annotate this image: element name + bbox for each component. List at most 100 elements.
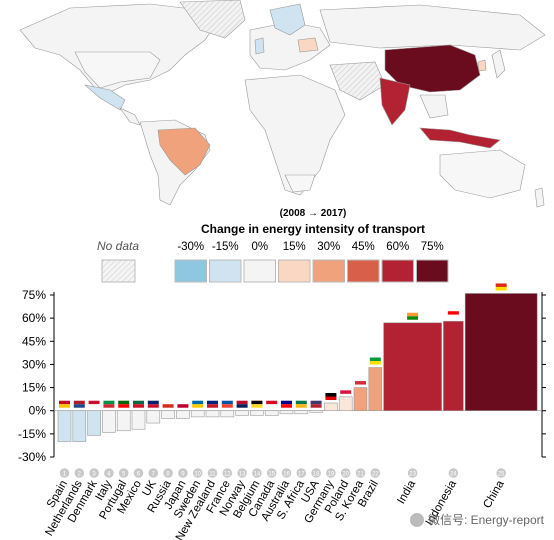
- country-flag: [88, 400, 100, 405]
- country-flag: [59, 400, 70, 405]
- rank-label: 4: [107, 472, 111, 478]
- rank-badge: [89, 468, 99, 478]
- country-flag: [407, 312, 419, 317]
- new-zealand: [534, 187, 545, 208]
- country-flag: [133, 400, 144, 405]
- rank-label: 8: [166, 472, 170, 478]
- country-flag: [325, 396, 337, 400]
- legend-swatch: [347, 259, 380, 283]
- country-flag: [192, 404, 204, 408]
- bar: [294, 410, 309, 415]
- bar: [250, 410, 264, 416]
- country-flag: [103, 404, 115, 408]
- rank-label: 17: [298, 472, 305, 478]
- country-flag: [133, 404, 144, 408]
- country-flag: [236, 404, 248, 408]
- rank-badge: [148, 468, 159, 478]
- wechat-icon: [409, 512, 424, 527]
- country-flag: [162, 404, 174, 408]
- country-flag: [340, 386, 352, 391]
- legend-swatch: [243, 259, 276, 283]
- country-flag: [177, 400, 189, 405]
- rank-label: 5: [122, 472, 126, 478]
- bar: [235, 410, 249, 416]
- rank-badge: [296, 468, 307, 478]
- country-flag: [266, 404, 278, 408]
- legend-bin-label: 0%: [251, 241, 268, 253]
- rank-badge: [266, 468, 277, 478]
- y-tick-label: 30%: [22, 357, 46, 371]
- rank-label: 21: [357, 472, 364, 478]
- country-flag: [236, 400, 248, 405]
- legend-swatch: [278, 259, 311, 283]
- south-africa: [284, 174, 316, 193]
- y-tick-label: -30%: [18, 450, 46, 464]
- legend-swatch: [174, 259, 207, 283]
- country-flag: [310, 400, 322, 405]
- indonesia: [419, 127, 501, 149]
- x-axis-labels: 1Spain2Netherlands3Denmark4Italy5Portuga…: [43, 468, 507, 540]
- rank-badge: [59, 468, 70, 478]
- scandinavia: [269, 3, 306, 36]
- rank-badge: [448, 468, 459, 478]
- legend-bin-label: 60%: [386, 241, 409, 253]
- rank-badge: [118, 468, 129, 478]
- rank-label: 14: [254, 472, 261, 478]
- country-flag: [355, 377, 366, 382]
- country-flag: [207, 404, 218, 408]
- rank-label: 23: [409, 472, 416, 478]
- rank-label: 24: [450, 472, 457, 478]
- country-flag: [162, 400, 174, 405]
- bar: [220, 410, 235, 418]
- bar: [383, 322, 442, 412]
- china: [384, 44, 481, 93]
- country-flag: [118, 404, 130, 408]
- y-tick-label: 15%: [22, 381, 46, 395]
- rank-label: 20: [342, 472, 349, 478]
- country-flag: [147, 400, 159, 405]
- no-data-label: No data: [97, 239, 139, 253]
- country-flag: [281, 404, 292, 408]
- bar: [190, 410, 205, 418]
- country-flag: [295, 404, 307, 408]
- north-america-landmass: [19, 3, 216, 93]
- rank-badge: [340, 468, 351, 478]
- legend-swatch: [381, 259, 414, 283]
- bar: [264, 410, 279, 416]
- bar: [102, 410, 116, 433]
- country-flag: [221, 400, 233, 405]
- bar: [57, 410, 72, 442]
- legend-bin-label: -30%: [177, 241, 204, 253]
- country-flag: [295, 400, 307, 405]
- bar: [176, 410, 190, 419]
- country-flag: [355, 381, 366, 385]
- rank-badge: [496, 468, 507, 478]
- y-tick-label: 75%: [22, 288, 46, 302]
- country-flag: [103, 400, 115, 405]
- y-tick-label: 0%: [29, 404, 47, 418]
- legend-bin-label: 15%: [283, 241, 306, 253]
- bar: [309, 410, 323, 413]
- legend-title: Change in energy intensity of transport: [201, 222, 425, 236]
- rank-badge: [74, 468, 85, 478]
- bar: [324, 402, 338, 412]
- rank-label: 1: [63, 472, 67, 478]
- bar: [368, 367, 383, 412]
- country-flag: [59, 404, 70, 408]
- russia: [319, 4, 546, 51]
- south-korea: [477, 59, 487, 72]
- country-flag: [73, 400, 85, 405]
- no-data-swatch: [101, 259, 136, 283]
- country-flag: [310, 404, 322, 408]
- rank-badge: [311, 468, 321, 478]
- country-flag: [177, 404, 189, 408]
- rank-badge: [207, 468, 218, 478]
- country-flag: [266, 400, 278, 405]
- rank-label: 16: [283, 472, 290, 478]
- bars: [57, 283, 538, 442]
- australia: [439, 149, 526, 199]
- rank-label: 3: [92, 472, 96, 478]
- rank-badge: [163, 468, 173, 478]
- rank-badge: [237, 468, 247, 478]
- rank-label: 25: [498, 472, 505, 478]
